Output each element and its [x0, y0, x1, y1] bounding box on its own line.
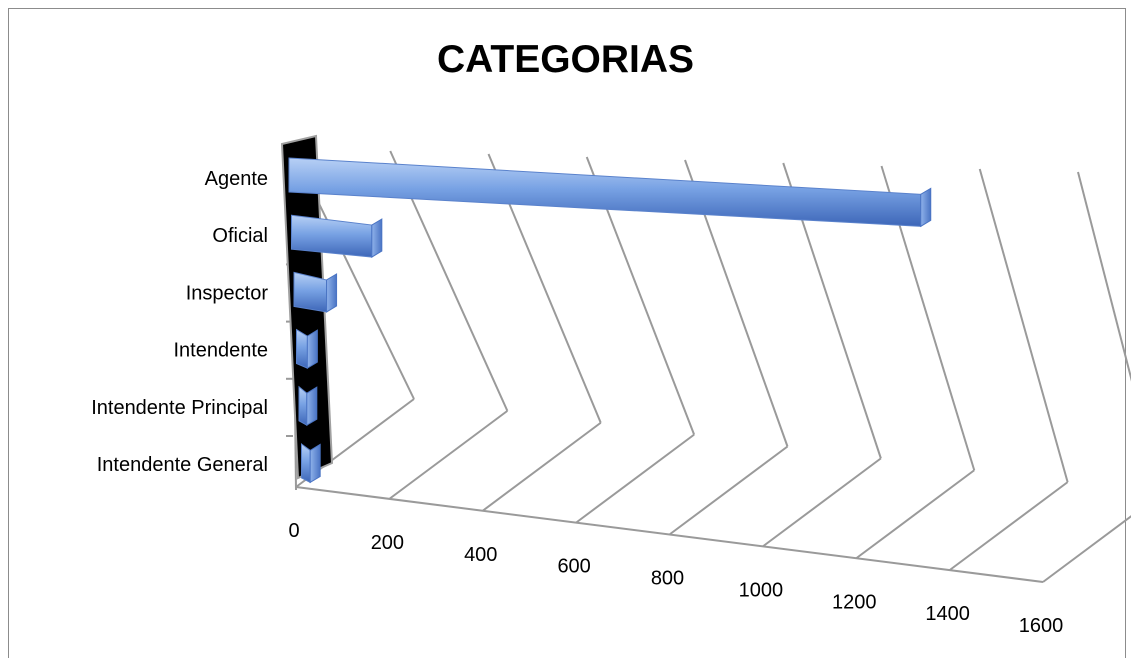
bar-cap	[921, 188, 931, 226]
x-tick-label: 600	[557, 556, 590, 578]
x-tick-label: 1000	[739, 579, 784, 601]
floor-gridline	[1043, 494, 1131, 582]
y-category-label: Intendente Principal	[91, 397, 268, 419]
y-category-label: Inspector	[186, 282, 269, 304]
floor-gridline	[670, 447, 788, 535]
bar-cap	[307, 387, 317, 425]
x-tick-label: 1400	[925, 603, 970, 625]
bar-cap	[327, 274, 337, 312]
y-category-label: Oficial	[212, 225, 268, 247]
floor-gridline	[483, 423, 601, 511]
y-category-label: Intendente	[173, 340, 268, 362]
bar	[294, 272, 327, 312]
bar	[302, 444, 311, 482]
floor-gridline	[950, 482, 1068, 570]
x-tick-label: 0	[288, 520, 299, 542]
floor-gridline	[389, 411, 507, 499]
bar	[289, 158, 921, 226]
bar-cap	[310, 444, 320, 482]
x-tick-label: 400	[464, 544, 497, 566]
wall-gridline	[980, 169, 1068, 482]
floor-gridline	[576, 435, 694, 523]
wall-gridline	[1078, 172, 1131, 494]
bar	[299, 387, 307, 425]
bar-cap	[372, 219, 382, 257]
bar	[292, 215, 372, 257]
x-tick-label: 1200	[832, 591, 877, 613]
y-category-label: Intendente General	[97, 454, 268, 476]
floor-gridline	[763, 458, 881, 546]
x-tick-label: 800	[651, 568, 684, 590]
x-tick-label: 1600	[1019, 615, 1064, 637]
floor-gridline	[856, 470, 974, 558]
x-tick-label: 200	[371, 532, 404, 554]
bar-cap	[307, 330, 317, 368]
y-category-label: Agente	[205, 168, 268, 190]
bar	[297, 330, 308, 369]
